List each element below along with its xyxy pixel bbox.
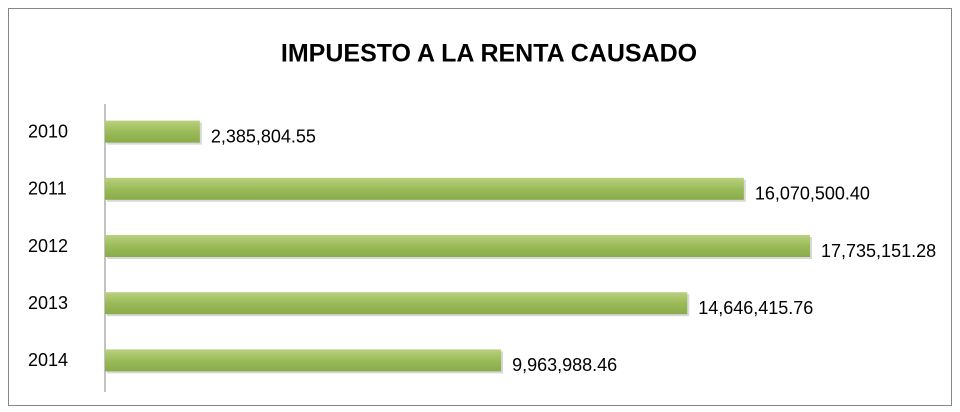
y-tick-label: 2010 — [28, 121, 68, 141]
data-label: 14,646,415.76 — [698, 298, 813, 318]
data-label: 2,385,804.55 — [211, 126, 316, 146]
bar — [105, 292, 688, 315]
y-tick-label: 2013 — [28, 293, 68, 313]
data-label: 9,963,988.46 — [512, 355, 617, 375]
data-label: 16,070,500.40 — [755, 184, 870, 204]
data-label: 17,735,151.28 — [821, 241, 936, 261]
y-tick-label: 2012 — [28, 236, 68, 256]
chart-title: IMPUESTO A LA RENTA CAUSADO — [281, 40, 697, 68]
y-tick-label: 2011 — [28, 179, 67, 199]
chart-frame — [8, 8, 952, 406]
bar — [105, 349, 502, 372]
bar — [105, 120, 200, 143]
y-tick-label: 2014 — [28, 350, 68, 370]
bar — [105, 177, 744, 200]
bar — [105, 235, 810, 257]
